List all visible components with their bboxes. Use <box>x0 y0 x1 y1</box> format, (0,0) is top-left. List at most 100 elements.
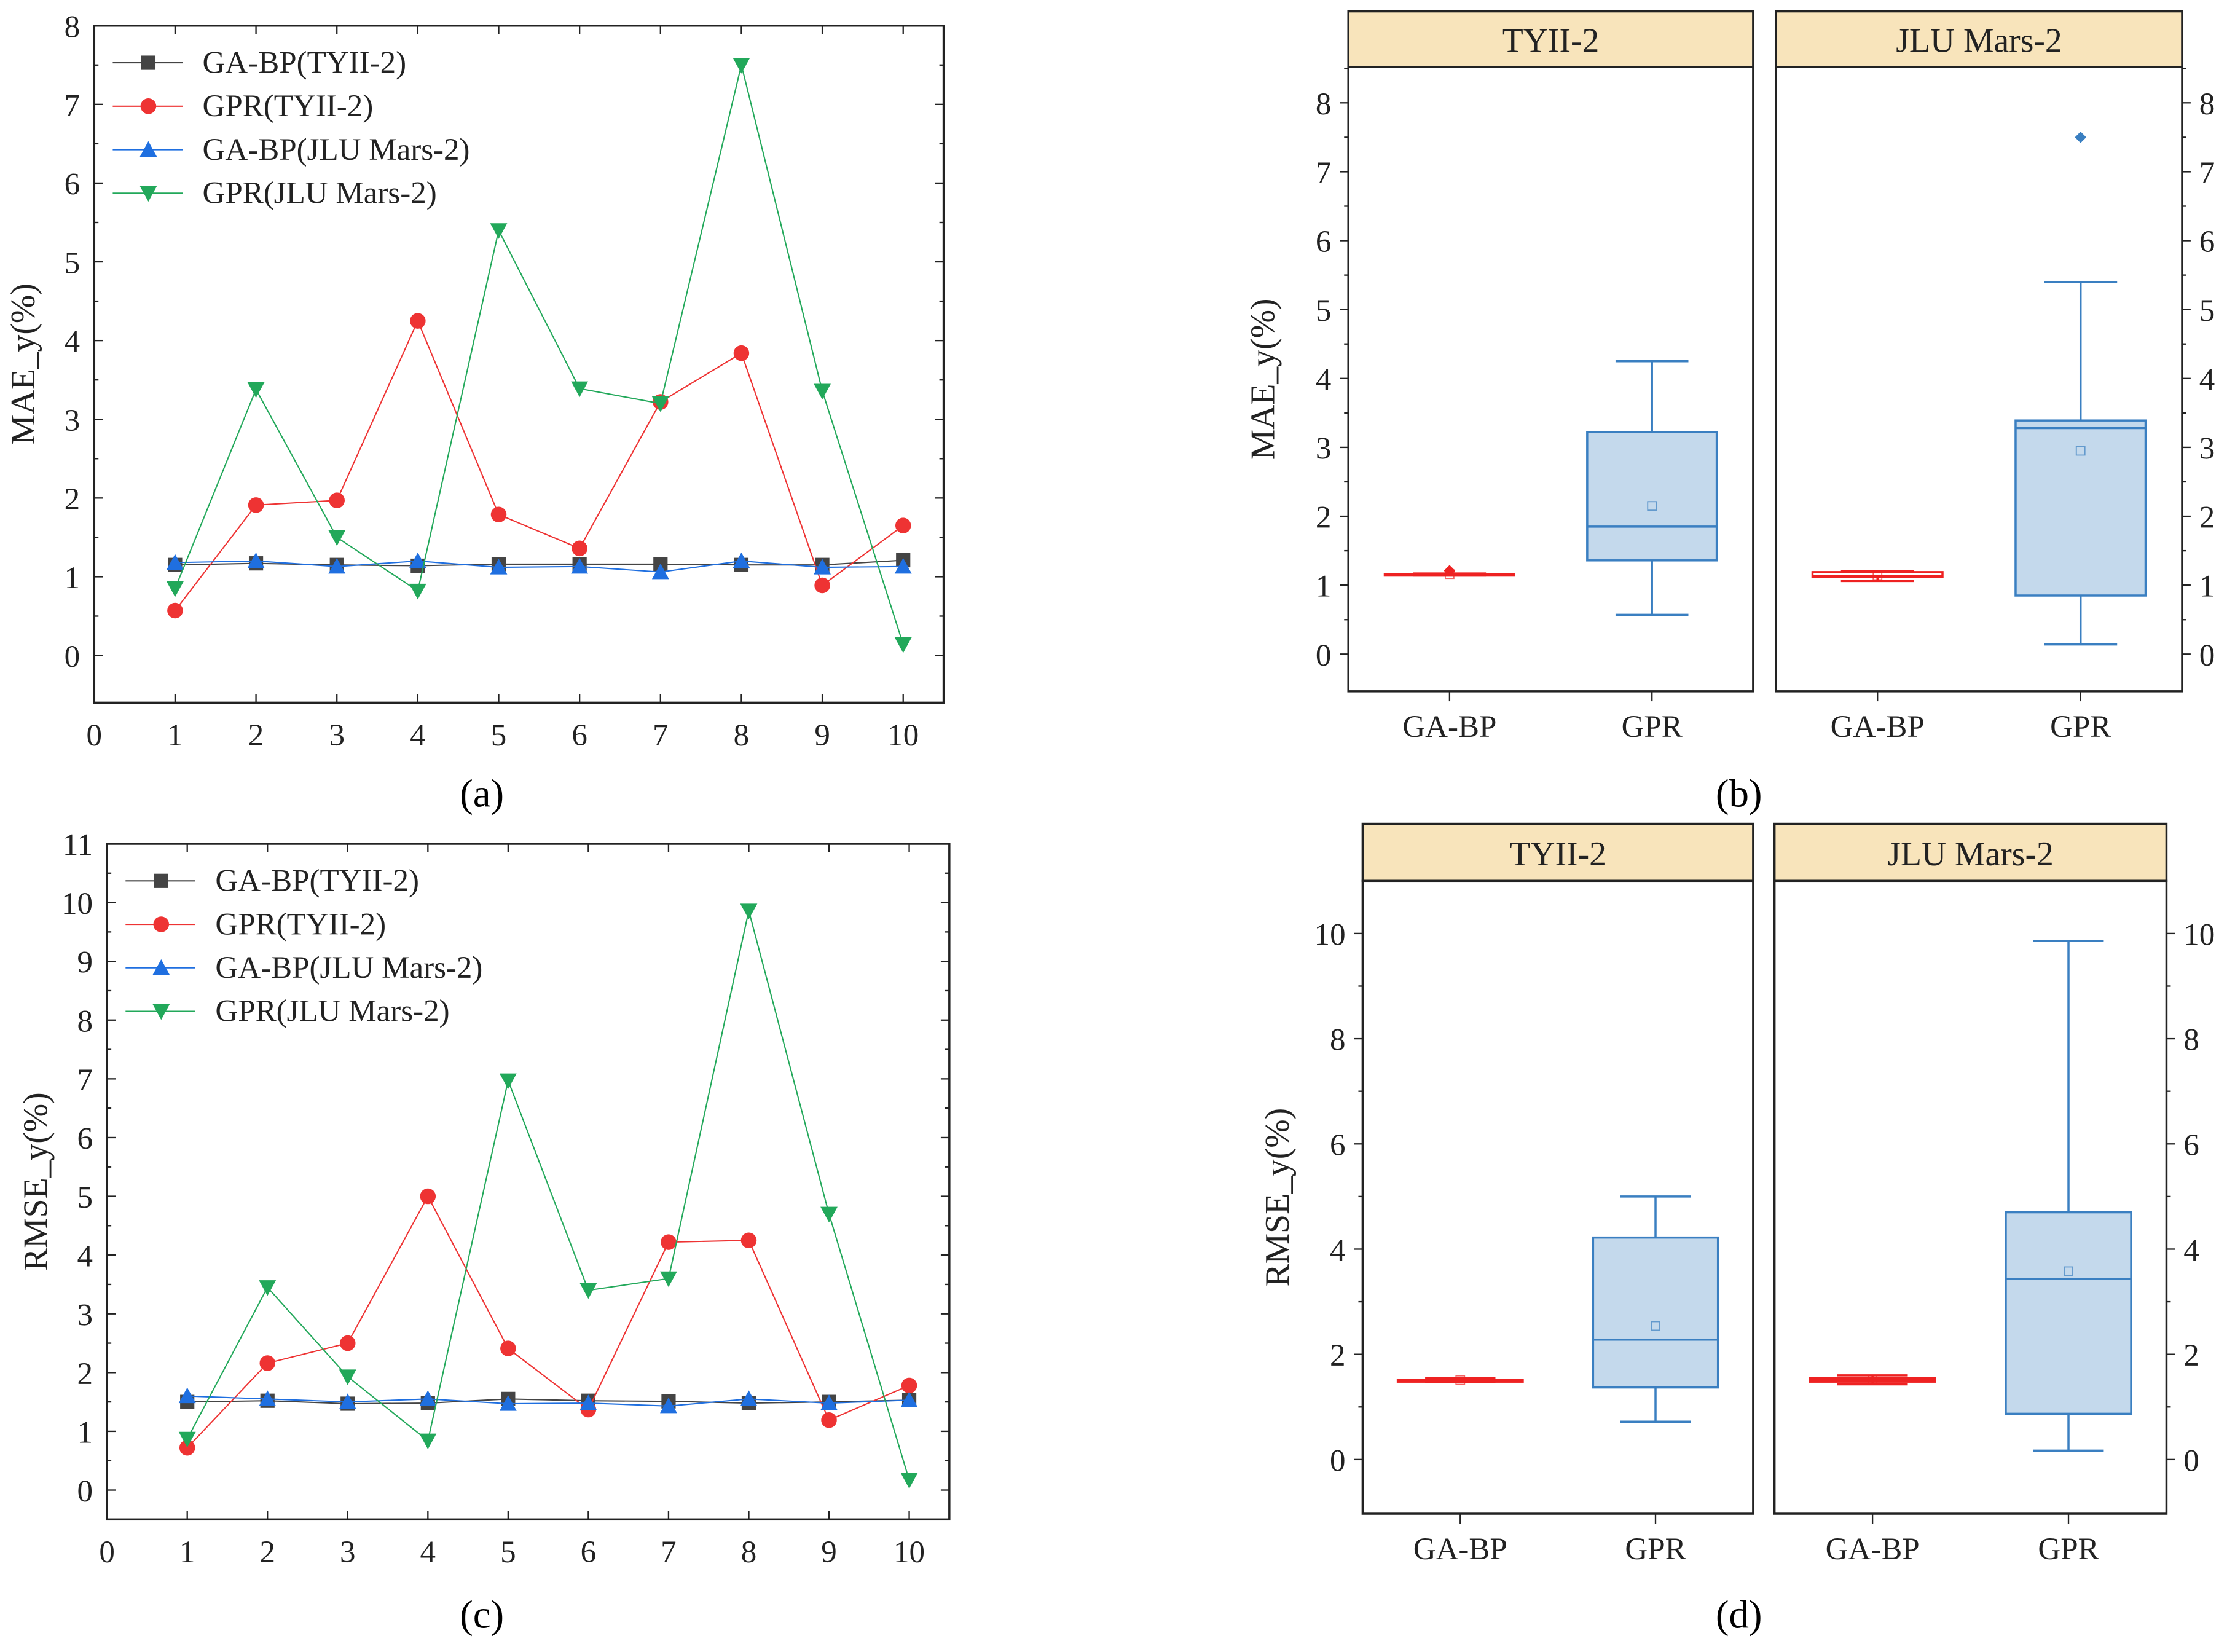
y-tick-label: 7 <box>1316 156 1332 191</box>
data-point <box>328 557 346 574</box>
y-tick-label: 2 <box>1330 1339 1346 1373</box>
x-tick-label: GA-BP <box>1826 1532 1920 1567</box>
series-line-GA-BP(TYII-2) <box>187 1398 909 1405</box>
series-line-GPR(TYII-2) <box>175 319 904 612</box>
x-tick-label: GA-BP <box>1402 710 1496 744</box>
data-point <box>328 530 346 546</box>
x-tick-label: 5 <box>500 1535 516 1570</box>
data-point <box>733 552 750 568</box>
panel-d-rmse-box-chart: TYII-2 0 2 4 6 8 10 RMSE_y(%) GA-BP GPR JLU Mars-2… <box>1259 822 2215 1567</box>
mean-marker <box>1872 570 1883 581</box>
y-tick-label: 8 <box>2199 87 2215 122</box>
data-point <box>259 1390 277 1406</box>
y-tick-label: 3 <box>77 1298 93 1332</box>
data-point <box>420 1188 436 1205</box>
data-point <box>329 492 345 508</box>
data-point <box>814 559 831 575</box>
data-point <box>740 1232 757 1248</box>
x-tick-label: 7 <box>653 718 669 753</box>
data-point <box>740 903 758 919</box>
box-JLU Mars-2-GPR <box>2005 1211 2132 1415</box>
data-point <box>490 559 508 575</box>
x-tick-label: 10 <box>887 718 919 753</box>
legend-label: GA-BP(JLU Mars-2) <box>215 951 482 985</box>
y-tick-label: 2 <box>77 1357 93 1391</box>
y-tick-label: 0 <box>65 640 81 674</box>
outlier-point <box>1444 565 1456 576</box>
y-tick-label: 3 <box>2199 431 2215 466</box>
facet-strip <box>1347 10 1754 68</box>
x-tick-label: 3 <box>340 1535 356 1570</box>
y-tick-label: 2 <box>1316 501 1332 535</box>
legend-marker <box>139 186 157 202</box>
data-point <box>820 1206 838 1223</box>
legend-label: GPR(TYII-2) <box>215 907 386 942</box>
plot-frame <box>1775 66 2183 693</box>
data-point <box>419 1433 437 1450</box>
y-tick-label: 0 <box>2183 1444 2199 1478</box>
y-tick-label: 7 <box>65 88 81 123</box>
data-point <box>579 1283 597 1299</box>
data-point <box>490 223 508 239</box>
y-tick-label: 1 <box>65 561 81 596</box>
facet-strip <box>1361 822 1754 883</box>
mean-marker <box>2064 1266 2073 1276</box>
data-point <box>167 554 184 570</box>
data-point <box>409 583 426 600</box>
y-tick-label: 7 <box>2199 156 2215 191</box>
data-point <box>571 557 589 574</box>
y-axis-label: MAE_y(%) <box>4 283 42 445</box>
y-tick-label: 4 <box>77 1240 93 1274</box>
legend-marker <box>152 1004 170 1020</box>
data-point <box>821 1412 837 1428</box>
y-tick-label: 4 <box>2199 363 2215 397</box>
data-point <box>814 384 831 400</box>
data-point <box>339 1393 356 1409</box>
y-tick-label: 6 <box>2199 225 2215 259</box>
data-point <box>900 1473 918 1489</box>
y-axis-label: MAE_y(%) <box>1244 299 1282 460</box>
x-tick-label: 8 <box>734 718 750 753</box>
data-point <box>167 602 183 619</box>
box-JLU Mars-2-GPR <box>2014 419 2147 597</box>
data-point <box>178 1387 196 1404</box>
y-tick-label: 4 <box>1316 363 1332 397</box>
facet-title: JLU Mars-2 <box>1887 835 2054 873</box>
legend-label: GPR(TYII-2) <box>203 89 374 124</box>
y-axis-label: RMSE_y(%) <box>1259 1108 1297 1287</box>
y-tick-label: 3 <box>1316 431 1332 466</box>
data-point <box>248 497 264 513</box>
plot-frame <box>106 843 951 1521</box>
data-point <box>340 1335 356 1351</box>
y-tick-label: 8 <box>65 10 81 44</box>
y-tick-label: 10 <box>2183 918 2215 952</box>
y-tick-label: 5 <box>77 1181 93 1215</box>
x-tick-label: GA-BP <box>1413 1532 1507 1567</box>
panel-label-b: (b) <box>1716 772 1762 816</box>
y-axis-label: RMSE_y(%) <box>17 1092 55 1271</box>
data-point <box>409 552 426 568</box>
x-tick-label: 9 <box>821 1535 837 1570</box>
series-line-GPR(JLU Mars-2) <box>174 65 904 645</box>
y-tick-label: 2 <box>2183 1339 2199 1373</box>
y-tick-label: 1 <box>2199 570 2215 604</box>
y-tick-label: 5 <box>65 246 81 281</box>
x-tick-label: 7 <box>661 1535 677 1570</box>
x-tick-label: 5 <box>491 718 507 753</box>
x-tick-label: 3 <box>329 718 345 753</box>
box-TYII-2-GPR <box>1586 431 1718 562</box>
panel-label-c: (c) <box>460 1593 504 1637</box>
data-point <box>259 1355 275 1371</box>
y-tick-label: 11 <box>63 828 93 863</box>
data-point <box>499 1395 517 1411</box>
facet-strip <box>1773 822 2168 883</box>
legend-marker <box>154 873 168 888</box>
series-line-GA-BP(JLU Mars-2) <box>175 560 903 573</box>
data-point <box>651 563 669 580</box>
data-point <box>820 1394 838 1410</box>
x-tick-label: GA-BP <box>1831 710 1925 744</box>
data-point <box>167 581 184 597</box>
y-tick-label: 6 <box>1316 225 1332 259</box>
y-tick-label: 0 <box>2199 639 2215 673</box>
